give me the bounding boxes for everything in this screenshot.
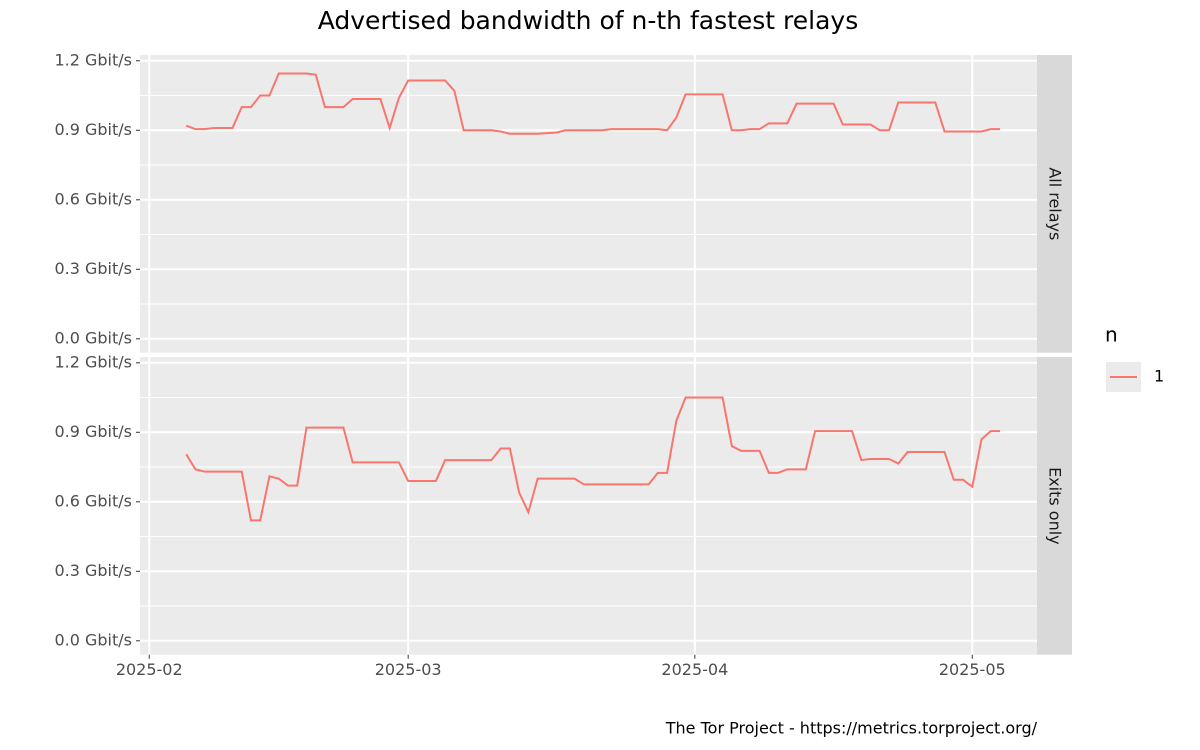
facet-strip (1037, 55, 1072, 353)
y-tick-label: 0.3 Gbit/s (54, 561, 132, 580)
x-tick-label: 2025-03 (375, 660, 442, 679)
panel (140, 357, 1037, 655)
x-tick-label: 2025-04 (661, 660, 728, 679)
y-tick-label: 1.2 Gbit/s (54, 50, 132, 69)
y-tick-label: 0.9 Gbit/s (54, 120, 132, 139)
facet-label: All relays (1046, 167, 1065, 240)
y-tick-label: 0.6 Gbit/s (54, 491, 132, 510)
data-line (185, 396, 1001, 522)
panel (140, 55, 1037, 353)
y-tick-label: 0.0 Gbit/s (54, 630, 132, 649)
y-tick-label: 0.6 Gbit/s (54, 189, 132, 208)
caption: The Tor Project - https://metrics.torpro… (665, 719, 1038, 738)
data-line (185, 72, 1001, 135)
y-tick-label: 1.2 Gbit/s (54, 352, 132, 371)
facet-label: Exits only (1046, 467, 1065, 545)
x-tick-label: 2025-02 (116, 660, 183, 679)
x-tick-label: 2025-05 (939, 660, 1006, 679)
y-tick-label: 0.0 Gbit/s (54, 328, 132, 347)
facet-strip (1037, 357, 1072, 655)
legend-label: 1 (1154, 367, 1164, 386)
chart-title: Advertised bandwidth of n-th fastest rel… (318, 6, 859, 35)
y-tick-label: 0.3 Gbit/s (54, 259, 132, 278)
y-tick-label: 0.9 Gbit/s (54, 422, 132, 441)
legend-title: n (1105, 323, 1118, 347)
